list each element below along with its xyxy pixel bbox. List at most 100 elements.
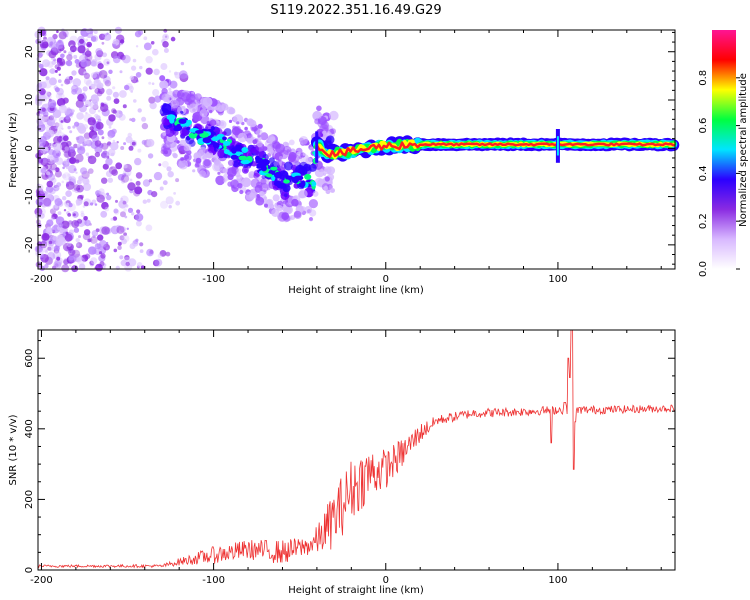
spectrogram-noise-blob [153,68,160,76]
spectrogram-noise-blob [65,115,70,120]
spectrogram-band-blob [221,103,229,111]
spectrogram-band-blob [165,138,175,148]
spectrogram-band-blob [172,153,178,159]
spectrogram-noise-blob [37,157,44,164]
spectrogram-noise-blob [166,166,172,172]
spectrogram-peak-blob [267,170,274,174]
spectrogram-noise-blob [134,157,142,166]
spectrogram-noise-blob [111,128,117,134]
spectrogram-noise-blob [51,213,57,219]
spectrogram-noise-blob [174,71,178,76]
spectrogram-band-blob [246,133,252,139]
spectrogram-noise-blob [40,168,47,174]
spectrogram-band-blob [180,157,185,161]
spectrogram-noise-blob [95,263,103,272]
spectrogram-band-blob [245,191,255,201]
spectrogram-peak-blob [271,174,276,182]
spectrogram-noise-blob [97,234,104,241]
spectrogram-noise-blob [112,86,116,90]
spectrogram-band-blob [268,149,274,155]
spectrogram-noise-blob [87,117,97,126]
spectrogram-noise-blob [137,148,142,153]
spectrogram-noise-blob [68,51,73,56]
y-tick-label: 200 [24,490,35,509]
spectrogram-noise-blob [98,70,108,79]
spectrogram-peak-blob [223,149,230,155]
spectrogram-band-blob [176,140,180,144]
spectrogram-noise-blob [44,146,49,152]
spectrogram-noise-blob [53,142,63,152]
spectrogram-noise-blob [43,79,52,89]
spectrogram-noise-blob [113,98,120,104]
spectrogram-noise-blob [57,211,62,216]
spectrogram-noise-blob [48,149,55,156]
spectrogram-noise-blob [100,253,106,259]
spectrogram-noise-blob [42,172,45,176]
spectrogram-noise-blob [45,249,48,252]
spectrogram-noise-blob [51,46,57,51]
spectrogram-peak-blob [222,141,231,146]
spectrogram-noise-blob [151,191,158,198]
spectrogram-noise-blob [82,98,86,102]
spectrogram-noise-blob [106,88,113,96]
spectrogram-noise-blob [76,243,80,247]
spectrogram-noise-blob [145,224,153,232]
spectrogram-noise-blob [53,245,60,252]
spectrogram-noise-blob [56,57,63,63]
x-tick-label: 0 [383,575,389,586]
spectrogram-noise-blob [76,242,83,249]
spectrogram-noise-blob [120,211,126,218]
spectrogram-noise-blob [48,142,55,149]
spectrogram-band-blob [316,105,322,112]
spectrogram-noise-blob [69,157,77,165]
spectrogram-frame [37,29,676,270]
spectrogram-peak-blob [238,155,248,161]
spectrogram-noise-blob [87,43,91,47]
spectrogram-band-blob [329,110,339,121]
spectrogram-noise-blob [175,178,180,183]
spectrogram-noise-blob [124,215,128,219]
spectrogram-noise-blob [101,142,109,150]
spectrogram-noise-blob [120,197,123,201]
spectrogram-band-blob [178,159,189,170]
spectrogram-noise-blob [131,117,136,123]
spectrogram-noise-blob [152,259,160,267]
spectrogram-noise-blob [175,200,181,206]
spectrogram-band-blob [272,194,280,202]
spectrogram-noise-blob [47,94,50,98]
spectrogram-noise-blob [128,85,134,92]
spectrogram-noise-blob [46,180,54,188]
spectrogram-noise-blob [75,171,78,174]
spectrogram-noise-blob [133,99,137,103]
spectrogram-noise-blob [50,41,54,45]
spectrogram-noise-blob [102,52,107,58]
spectrogram-noise-blob [55,150,59,154]
spectrogram-noise-blob [88,168,94,174]
spectrogram-noise-blob [41,232,50,241]
spectrogram-peak-blob [255,158,262,164]
spectrogram-noise-blob [47,99,57,109]
spectrogram-noise-blob [165,196,174,205]
spectrogram-noise-blob [85,152,90,156]
spectrogram-noise-blob [123,256,131,264]
spectrogram-peak-blob [260,165,267,172]
spectrogram-band-blob [239,189,244,195]
spectrogram-noise-blob [149,250,154,254]
spectrogram-noise-blob [76,184,84,193]
spectrogram-noise-blob [150,41,155,45]
spectrogram-band-blob [172,89,181,98]
snr-ticks: -200 -100 0 100 0 200 400 600 [24,330,675,586]
spectrogram-noise-blob [54,263,59,268]
spectrogram-noise-blob [74,59,80,64]
spectrogram-noise-blob [165,251,171,257]
spectrogram-noise-blob [122,54,131,64]
spectrogram-noise-blob [83,71,88,76]
snr-series [37,329,676,569]
spectrogram-band-blob [180,92,185,97]
spectrogram-peak-blob [186,126,191,131]
spectrogram-band-blob [322,172,327,176]
x-tick-label: 100 [548,274,567,285]
spectrogram-noise-blob [163,28,168,33]
spectrogram-noise-blob [39,68,48,77]
spectrogram-noise-blob [52,182,56,186]
